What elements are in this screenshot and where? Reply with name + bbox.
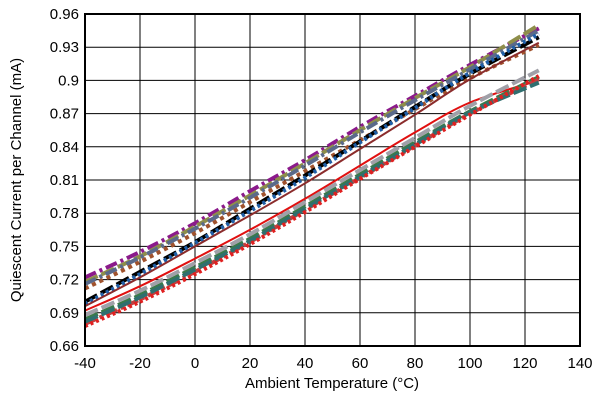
y-axis-ticks: 0.66 0.69 0.72 0.75 0.78 0.81 0.84 0.87 0.9 0.93 0… (50, 6, 79, 355)
y-tick-label: 0.93 (50, 39, 79, 56)
y-tick-label: 0.81 (50, 172, 79, 189)
series-line-10 (84, 68, 540, 317)
grid (85, 14, 580, 346)
y-tick-label: 0.78 (50, 205, 79, 222)
x-tick-label: 140 (567, 355, 592, 372)
x-tick-label: 80 (407, 355, 424, 372)
series-line-2 (84, 23, 540, 284)
y-tick-label: 0.66 (50, 338, 79, 355)
y-tick-label: 0.9 (58, 72, 79, 89)
x-tick-label: -40 (74, 355, 96, 372)
y-tick-label: 0.69 (50, 305, 79, 322)
x-tick-label: 120 (512, 355, 537, 372)
x-tick-label: 20 (242, 355, 259, 372)
x-tick-label: 60 (352, 355, 369, 372)
series-line-4 (84, 43, 540, 291)
y-tick-label: 0.87 (50, 106, 79, 123)
y-tick-label: 0.75 (50, 238, 79, 255)
y-tick-label: 0.96 (50, 6, 79, 23)
series-group (84, 23, 540, 328)
plot-frame (84, 13, 581, 347)
series-line-6 (84, 32, 540, 306)
x-tick-label: 40 (297, 355, 314, 372)
y-axis-title: Quiescent Current per Channel (mA) (8, 58, 25, 302)
series-line-12 (84, 80, 540, 324)
x-tick-label: 0 (191, 355, 199, 372)
x-axis-ticks: -40 -20 0 20 40 60 80 100 120 140 (74, 355, 592, 372)
series-line-7 (84, 41, 540, 308)
y-tick-label: 0.84 (50, 139, 79, 156)
x-tick-label: -20 (129, 355, 151, 372)
series-line-8 (84, 79, 540, 312)
y-tick-label: 0.72 (50, 272, 79, 289)
x-axis-title: Ambient Temperature (°C) (245, 375, 419, 392)
x-tick-label: 100 (457, 355, 482, 372)
series-line-13 (84, 74, 540, 328)
